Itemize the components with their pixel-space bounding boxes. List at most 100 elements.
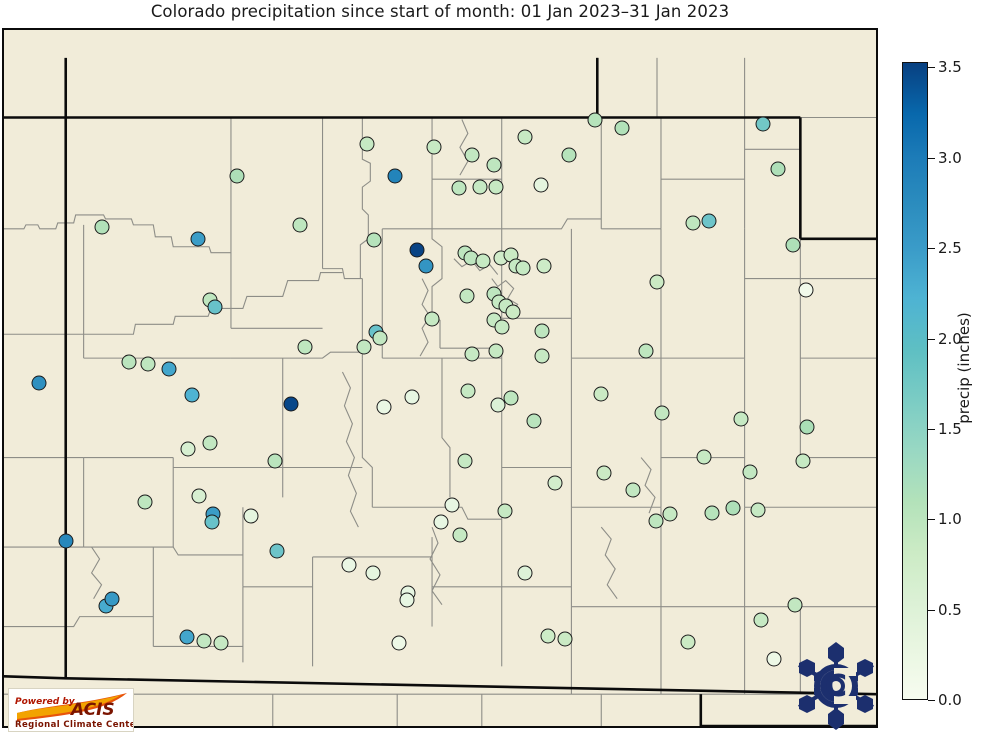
station-dot <box>725 500 741 516</box>
colorbar-tick <box>928 67 935 69</box>
station-dot <box>533 177 549 193</box>
station-dot <box>387 168 403 184</box>
acis-logo[interactable]: Powered by ACIS Regional Climate Centers <box>8 688 134 732</box>
page-title: Colorado precipitation since start of mo… <box>150 2 730 21</box>
station-dot <box>121 354 137 370</box>
station-dot <box>464 147 480 163</box>
station-dot <box>798 282 814 298</box>
station-dot <box>359 136 375 152</box>
station-dot <box>424 311 440 327</box>
station-dot <box>704 505 720 521</box>
station-dot <box>376 399 392 415</box>
station-dot <box>243 508 259 524</box>
snowflake-logo: C <box>790 640 882 732</box>
station-dot <box>459 288 475 304</box>
station-dot <box>472 179 488 195</box>
station-dot <box>191 488 207 504</box>
svg-text:ACIS: ACIS <box>69 700 115 720</box>
station-dot <box>452 527 468 543</box>
colorbar-tick <box>928 700 935 701</box>
station-dot <box>547 475 563 491</box>
colorbar-tick <box>928 428 935 430</box>
station-dot <box>497 503 513 519</box>
station-dot <box>503 390 519 406</box>
station-dot <box>31 375 47 391</box>
station-dot <box>766 651 782 667</box>
station-dot <box>526 413 542 429</box>
station-dot <box>614 120 630 136</box>
station-dot <box>433 514 449 530</box>
station-dot <box>444 497 460 513</box>
station-dot <box>649 274 665 290</box>
station-dot <box>399 592 415 608</box>
county-borders <box>4 57 876 726</box>
station-dot <box>662 506 678 522</box>
station-dot <box>137 494 153 510</box>
colorbar-gradient <box>902 62 928 700</box>
colorbar-axis-label: precip (inches) <box>955 312 973 424</box>
colorbar-tick <box>928 609 935 611</box>
station-dot <box>534 348 550 364</box>
station-dot <box>190 231 206 247</box>
station-dot <box>207 299 223 315</box>
station-dot <box>464 346 480 362</box>
station-dot <box>184 387 200 403</box>
station-dot <box>785 237 801 253</box>
svg-text:Regional Climate Centers: Regional Climate Centers <box>15 720 133 730</box>
station-dot <box>486 157 502 173</box>
map-panel[interactable] <box>2 28 878 728</box>
station-dot <box>341 557 357 573</box>
station-dot <box>426 139 442 155</box>
station-dot <box>292 217 308 233</box>
station-dot <box>755 116 771 132</box>
station-dot <box>515 260 531 276</box>
colorbar-tick <box>928 248 935 250</box>
station-dot <box>267 453 283 469</box>
station-dot <box>140 356 156 372</box>
station-dot <box>356 339 372 355</box>
station-dot <box>269 543 285 559</box>
station-dot <box>561 147 577 163</box>
colorbar-tick-label: 2.0 <box>938 329 962 348</box>
station-dot <box>204 514 220 530</box>
station-dot <box>625 482 641 498</box>
station-dot <box>540 628 556 644</box>
colorado-county-map <box>4 57 876 726</box>
colorbar-tick-label: 3.0 <box>938 148 962 167</box>
station-dot <box>750 502 766 518</box>
station-dot <box>753 612 769 628</box>
snowflake-letter: C <box>825 669 847 704</box>
station-dot <box>366 232 382 248</box>
colorbar-tick-label: 3.5 <box>938 58 962 77</box>
state-borders <box>4 57 876 726</box>
station-dot <box>179 629 195 645</box>
colorbar-tick-label: 1.0 <box>938 510 962 529</box>
station-dot <box>297 339 313 355</box>
station-dot <box>494 319 510 335</box>
station-dot <box>404 389 420 405</box>
station-dot <box>505 304 521 320</box>
colorbar-tick <box>928 519 935 521</box>
svg-text:Powered by: Powered by <box>15 697 76 707</box>
station-dot <box>161 361 177 377</box>
station-dot <box>557 631 573 647</box>
station-dot <box>701 213 717 229</box>
station-dot <box>587 112 603 128</box>
station-dot <box>283 396 299 412</box>
station-dot <box>517 129 533 145</box>
station-dot <box>648 513 664 529</box>
station-dot <box>475 253 491 269</box>
station-dot <box>58 533 74 549</box>
colorbar-tick-label: 0.5 <box>938 600 962 619</box>
colorbar-tick <box>928 157 935 159</box>
station-dot <box>460 383 476 399</box>
station-dot <box>104 591 120 607</box>
station-dot <box>770 161 786 177</box>
station-dot <box>638 343 654 359</box>
station-dot <box>795 453 811 469</box>
colorbar <box>902 62 928 700</box>
station-dot <box>536 258 552 274</box>
station-dot <box>517 565 533 581</box>
station-dot <box>685 215 701 231</box>
station-dot <box>372 330 388 346</box>
